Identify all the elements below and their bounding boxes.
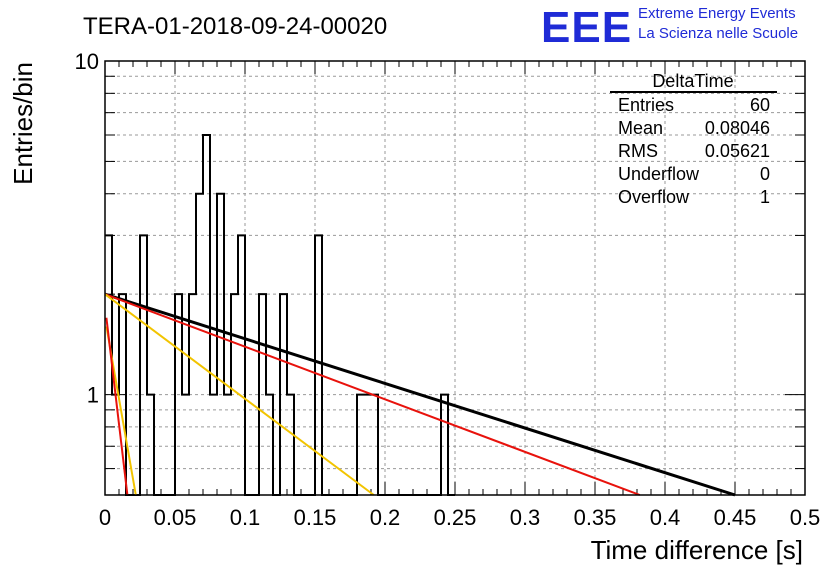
stats-value: 0 — [760, 164, 770, 184]
fit-curve — [104, 292, 736, 497]
x-tick-label: 0.2 — [370, 505, 401, 530]
stats-value: 0.08046 — [705, 118, 770, 138]
x-tick-label: 0.15 — [294, 505, 337, 530]
x-tick-labels: 0 0.05 0.1 0.15 0.2 0.25 0.3 0.35 0.4 0.45 0.5 — [99, 505, 820, 530]
fit-lines — [104, 292, 736, 497]
stats-value: 0.05621 — [705, 141, 770, 161]
x-tick-label: 0.45 — [714, 505, 757, 530]
stats-box: DeltaTime Entries 60 Mean 0.08046 RMS 0.05621… — [610, 71, 777, 207]
logo-line-2: La Scienza nelle Scuole — [638, 25, 798, 42]
fit-curve — [104, 293, 375, 496]
y-axis-title: Entries/bin — [8, 62, 38, 185]
stats-title: DeltaTime — [652, 71, 733, 91]
stats-label: Entries — [618, 95, 674, 115]
y-tick-label: 10 — [75, 49, 99, 74]
x-tick-label: 0.1 — [230, 505, 261, 530]
x-tick-label: 0.35 — [574, 505, 617, 530]
x-tick-label: 0.25 — [434, 505, 477, 530]
stats-label: Underflow — [618, 164, 700, 184]
x-tick-label: 0.05 — [154, 505, 197, 530]
stats-label: RMS — [618, 141, 658, 161]
grid-lines — [105, 61, 805, 495]
x-axis-title: Time difference [s] — [591, 535, 803, 565]
logo-mark: EEE — [541, 3, 632, 52]
stats-value: 60 — [750, 95, 770, 115]
x-tick-label: 0 — [99, 505, 111, 530]
stats-label: Mean — [618, 118, 663, 138]
stats-label: Overflow — [618, 187, 690, 207]
x-tick-label: 0.5 — [790, 505, 821, 530]
stats-value: 1 — [760, 187, 770, 207]
fit-curve — [105, 317, 129, 496]
logo-line-1: Extreme Energy Events — [638, 5, 796, 22]
fit-curve — [104, 293, 641, 496]
y-tick-label: 1 — [87, 383, 99, 408]
chart-title: TERA-01-2018-09-24-00020 — [83, 13, 387, 40]
x-tick-label: 0.4 — [650, 505, 681, 530]
y-tick-labels: 1 10 — [75, 49, 99, 408]
x-tick-label: 0.3 — [510, 505, 541, 530]
eee-logo: EEE Extreme Energy Events La Scienza nel… — [541, 3, 798, 52]
plot-frame — [104, 60, 806, 496]
